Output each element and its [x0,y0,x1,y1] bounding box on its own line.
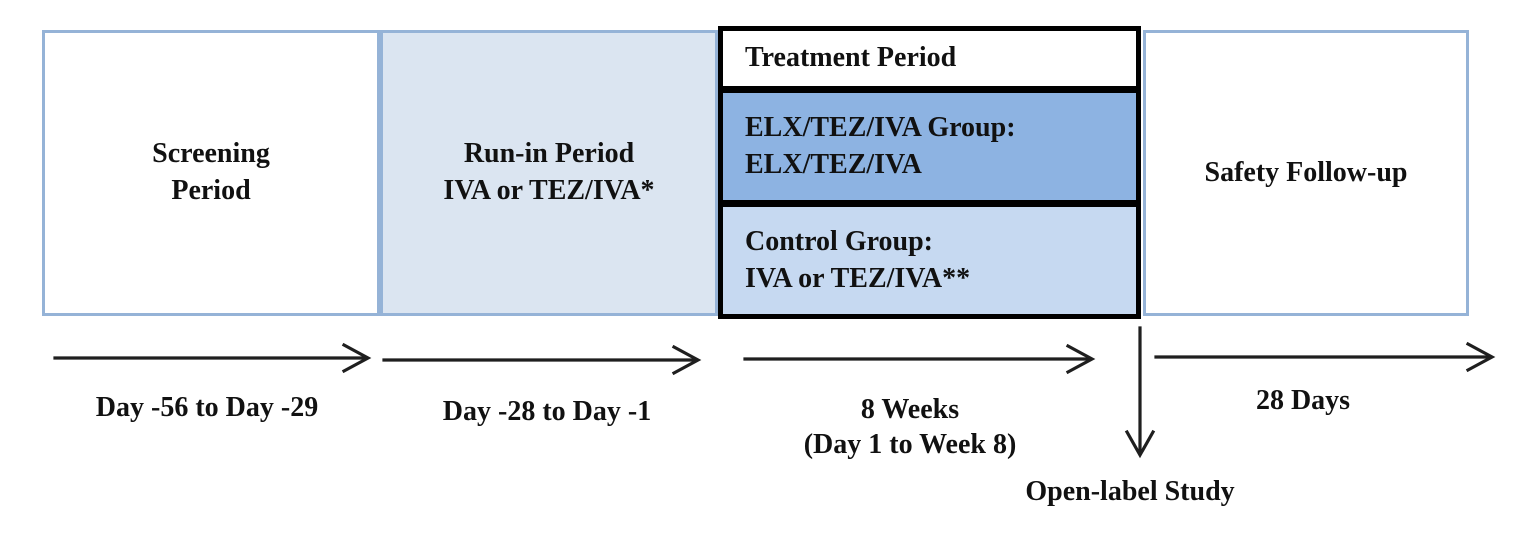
treatment-period-box: Treatment Period ELX/TEZ/IVA Group: ELX/… [718,26,1141,319]
safety-follow-up-box: Safety Follow-up [1143,30,1469,316]
run-in-period-box: Run-in Period IVA or TEZ/IVA* [380,30,718,316]
treatment-duration-line2: (Day 1 to Week 8) [803,429,1017,460]
open-label-study-label: Open-label Study [1025,476,1235,507]
open-label-down-arrow [1124,326,1156,459]
control-group-label-line2: IVA or TEZ/IVA** [745,262,971,294]
treatment-duration-line1: 8 Weeks [860,394,960,425]
elx-tez-iva-group-box: ELX/TEZ/IVA Group: ELX/TEZ/IVA [723,93,1136,200]
elx-group-label-line1: ELX/TEZ/IVA Group: [745,111,1016,143]
screening-period-box: Screening Period [42,30,380,316]
screening-duration-label: Day -56 to Day -29 [95,392,319,423]
screening-period-label-line2: Period [171,175,251,206]
safety-follow-up-label: Safety Follow-up [1204,156,1408,188]
screening-period-label-line1: Screening [152,138,270,170]
screening-timeline-arrow [53,342,372,374]
run-in-duration-label: Day -28 to Day -1 [442,396,652,427]
treatment-period-title: Treatment Period [745,42,957,74]
elx-group-label-line2: ELX/TEZ/IVA [745,148,922,180]
control-group-box: Control Group: IVA or TEZ/IVA** [723,207,1136,314]
treatment-timeline-arrow [743,343,1096,375]
run-in-period-label-line2: IVA or TEZ/IVA* [443,175,655,206]
treatment-duration-label: 8 Weeks (Day 1 to Week 8) [804,392,1017,462]
safety-duration-label: 28 Days [1255,385,1351,416]
run-in-timeline-arrow [382,344,702,376]
control-group-label-line1: Control Group: [745,225,933,257]
safety-timeline-arrow [1154,341,1496,373]
treatment-period-header: Treatment Period [723,31,1136,86]
run-in-period-label-line1: Run-in Period [463,138,635,170]
